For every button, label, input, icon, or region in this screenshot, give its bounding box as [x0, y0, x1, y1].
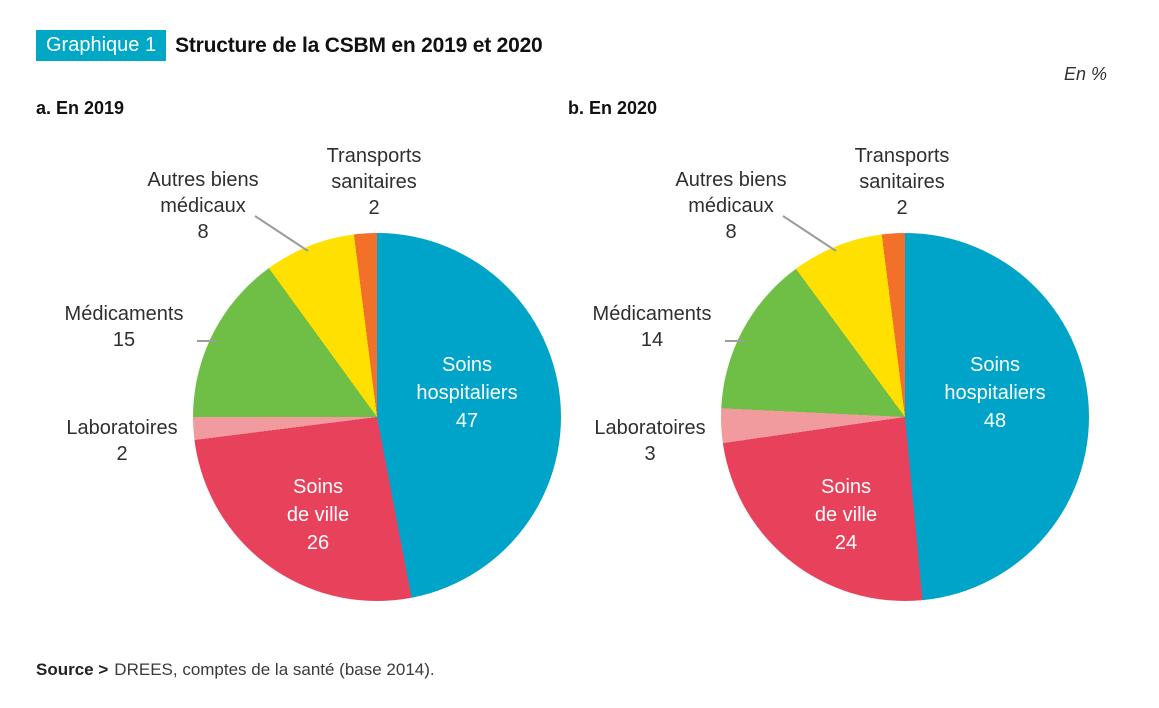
label-value: 15 — [112, 329, 136, 351]
label-text: Laboratoires — [594, 417, 706, 439]
label-text: Laboratoires — [66, 417, 178, 439]
source-line: Source > DREES, comptes de la santé (base… — [36, 660, 435, 680]
label-soins-de-ville-2020: Soins de ville 24 — [808, 473, 884, 557]
label-transports-sanitaires-2019: Transports sanitaires 2 — [309, 143, 439, 221]
label-text: Autres biens médicaux — [147, 169, 259, 217]
label-autres-biens-2019: Autres biens médicaux 8 — [132, 167, 274, 245]
pie-2019 — [193, 233, 561, 601]
label-value: 24 — [834, 532, 858, 554]
panel-title-2019: a. En 2019 — [36, 98, 125, 118]
label-transports-sanitaires-2020: Transports sanitaires 2 — [837, 143, 967, 221]
label-medicaments-2020: Médicaments 14 — [572, 301, 732, 353]
label-value: 48 — [983, 410, 1007, 432]
figure-title: Structure de la CSBM en 2019 et 2020 — [175, 33, 543, 57]
label-soins-hospitaliers-2020: Soins hospitaliers 48 — [920, 351, 1070, 435]
label-text: Médicaments — [64, 303, 184, 325]
label-soins-hospitaliers-2019: Soins hospitaliers 47 — [392, 351, 542, 435]
pie-chart-2019: Transports sanitaires 2 Autres biens méd… — [30, 130, 582, 630]
label-text: Soins hospitaliers — [416, 354, 518, 404]
label-text: Médicaments — [592, 303, 712, 325]
label-value: 3 — [644, 443, 656, 465]
unit-note: En % — [1063, 64, 1107, 84]
label-value: 2 — [896, 197, 908, 219]
label-value: 26 — [306, 532, 330, 554]
label-medicaments-2019: Médicaments 15 — [44, 301, 204, 353]
label-value: 8 — [197, 221, 209, 243]
label-laboratoires-2019: Laboratoires 2 — [37, 415, 207, 467]
label-text: Soins hospitaliers — [944, 354, 1046, 404]
label-text: Soins de ville — [814, 476, 878, 526]
label-value: 2 — [116, 443, 128, 465]
label-value: 2 — [368, 197, 380, 219]
graph-badge: Graphique 1 — [36, 30, 167, 61]
label-text: Transports sanitaires — [854, 145, 950, 193]
pie-chart-2020: Transports sanitaires 2 Autres biens méd… — [558, 130, 1110, 630]
panel-title-2020: b. En 2020 — [568, 98, 658, 118]
label-text: Transports sanitaires — [326, 145, 422, 193]
label-text: Soins de ville — [286, 476, 350, 526]
label-value: 14 — [640, 329, 664, 351]
figure-header: Graphique 1 Structure de la CSBM en 2019… — [36, 30, 543, 61]
source-text: DREES, comptes de la santé (base 2014). — [114, 660, 435, 679]
label-text: Autres biens médicaux — [675, 169, 787, 217]
label-autres-biens-2020: Autres biens médicaux 8 — [660, 167, 802, 245]
label-soins-de-ville-2019: Soins de ville 26 — [280, 473, 356, 557]
pie-2020 — [721, 233, 1089, 601]
label-value: 8 — [725, 221, 737, 243]
source-label: Source > — [36, 660, 109, 679]
label-value: 47 — [455, 410, 479, 432]
label-laboratoires-2020: Laboratoires 3 — [565, 415, 735, 467]
